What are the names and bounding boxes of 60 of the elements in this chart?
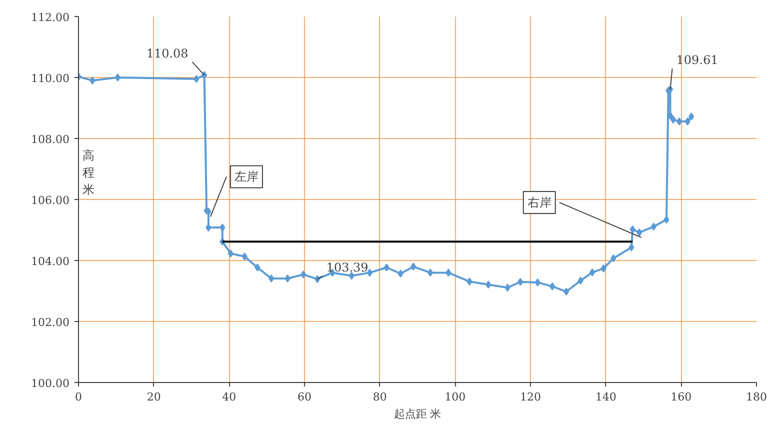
point (427, 268, 434, 277)
x-tick-label: 80 (372, 390, 387, 404)
point (676, 117, 682, 126)
y-tick-label: 106.00 (31, 194, 70, 207)
point (348, 272, 354, 280)
point (534, 278, 540, 286)
y-tick-label: 112.00 (31, 11, 70, 24)
x-tick-label: 0 (75, 390, 82, 404)
point (300, 270, 306, 279)
point (194, 75, 200, 84)
point (90, 76, 96, 85)
point (384, 264, 390, 272)
x-tick-label: 40 (222, 390, 236, 404)
point (688, 112, 694, 121)
x-tick-label: 20 (146, 390, 161, 404)
point (220, 224, 226, 232)
point (636, 228, 642, 236)
x-tick-label: 160 (670, 390, 692, 404)
y-axis-title: 高程米 (82, 148, 94, 196)
point (366, 268, 372, 277)
point (628, 243, 634, 252)
point (206, 224, 212, 232)
point (550, 282, 556, 290)
point (114, 74, 121, 82)
point (664, 216, 670, 224)
point (504, 284, 510, 292)
point (670, 116, 676, 124)
point (600, 264, 606, 272)
point (254, 264, 260, 272)
point (610, 254, 616, 262)
x-tick-label: 140 (595, 390, 616, 404)
x-tick-label: 60 (298, 390, 312, 404)
point (228, 249, 234, 258)
y-tick-label: 100.00 (31, 377, 70, 390)
x-axis-title: 起点距 米 (394, 408, 442, 420)
point (466, 278, 472, 286)
point (578, 276, 584, 285)
point (410, 262, 416, 271)
annotation: 左岸 (234, 170, 258, 184)
annotation: 103.39 (326, 260, 368, 275)
point (517, 278, 524, 286)
point (398, 270, 404, 278)
point (650, 222, 657, 231)
y-tick-label: 108.00 (31, 133, 70, 146)
point (589, 268, 596, 276)
y-tick-label: 104.00 (31, 255, 70, 268)
point (684, 117, 690, 126)
point (268, 274, 274, 282)
annotation: 右岸 (527, 195, 552, 210)
point (242, 252, 248, 261)
x-tick-label: 180 (746, 390, 767, 404)
point (630, 225, 636, 234)
x-tick-label: 100 (444, 390, 466, 404)
y-tick-label: 102.00 (31, 316, 70, 329)
y-tick-label: 110.00 (31, 72, 70, 85)
point (284, 274, 290, 282)
point (563, 288, 570, 296)
x-tick-label: 120 (520, 390, 541, 404)
point (485, 280, 492, 289)
point (446, 268, 452, 277)
